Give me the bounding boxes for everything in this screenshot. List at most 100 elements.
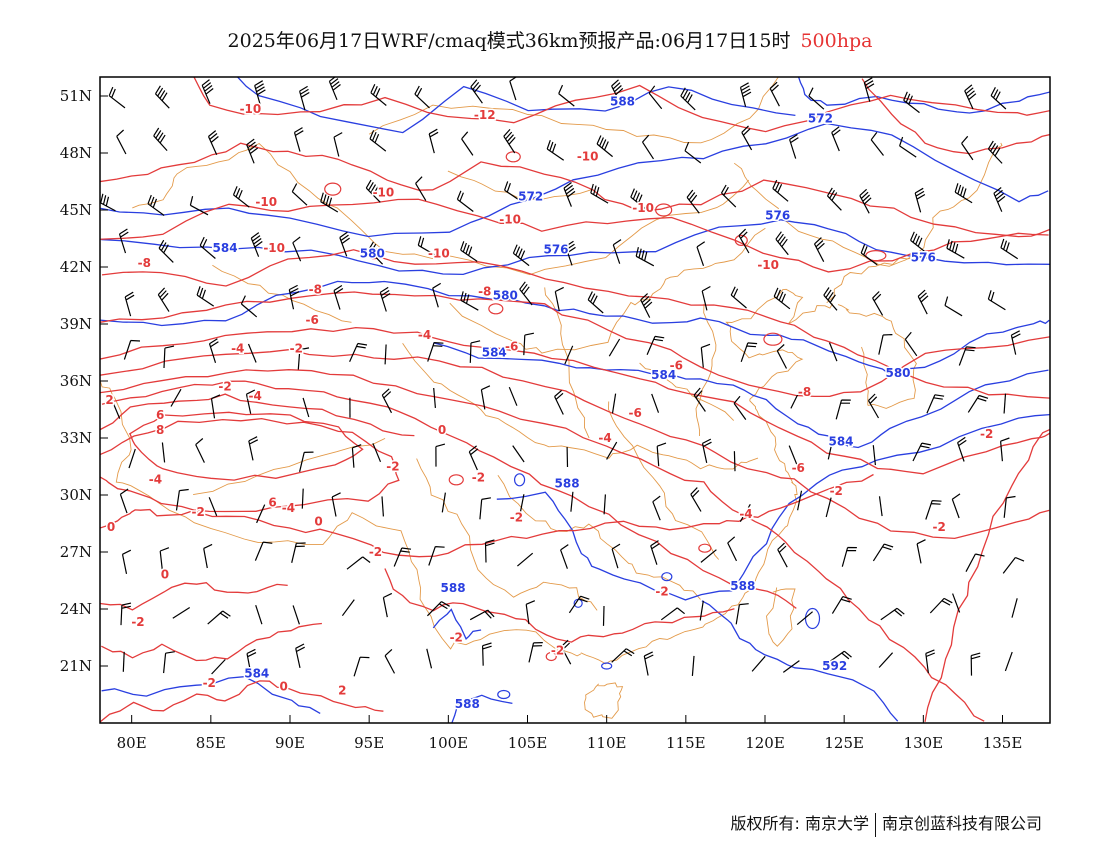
border-line	[416, 458, 598, 611]
wind-barb	[831, 596, 852, 614]
wind-barb	[108, 86, 126, 109]
wind-barb	[384, 648, 396, 674]
wind-barb	[641, 134, 655, 160]
wind-barb	[435, 443, 446, 467]
wind-barb	[773, 287, 791, 310]
temperature-contour	[924, 428, 1050, 723]
wind-barb	[147, 194, 165, 216]
temperature-label: -4	[248, 389, 261, 403]
footer-credit: 版权所有: 南京大学 南京创蓝科技有限公司	[731, 810, 1042, 837]
wind-barb	[232, 186, 250, 208]
wind-barb	[175, 488, 189, 511]
lon-axis: 80E 85E 90E 95E 100E 105E 110E 115E 120E 125E 130E…	[117, 715, 1023, 752]
wind-barb	[640, 293, 653, 318]
wind-barb	[782, 660, 800, 673]
temperature-label: -2	[203, 676, 216, 690]
wind-barb	[828, 342, 838, 362]
wind-barb	[775, 231, 789, 256]
temperature-label: 0	[438, 423, 446, 437]
wind-barb	[967, 394, 989, 413]
wind-barb	[339, 231, 350, 257]
wind-barb	[796, 611, 813, 626]
wind-barb	[427, 342, 444, 362]
wind-barb	[210, 394, 221, 419]
height-contour	[496, 413, 1050, 601]
wind-barb	[926, 394, 945, 414]
temperature-contour	[101, 622, 322, 662]
temperature-contour	[100, 369, 985, 722]
wind-barb	[776, 344, 788, 369]
temperature-label: -2	[450, 630, 463, 644]
wind-barb	[587, 291, 604, 314]
wind-barb	[910, 231, 927, 254]
wind-barb	[701, 285, 711, 311]
wind-barb	[207, 130, 219, 156]
wind-barb	[469, 609, 495, 621]
wind-barb	[254, 541, 273, 561]
wind-barb	[128, 448, 136, 469]
temperature-label: -6	[305, 313, 318, 327]
height-contour	[797, 77, 1050, 114]
wind-barb	[831, 126, 841, 152]
temperature-contour-loop	[488, 303, 504, 315]
wind-barb	[958, 346, 976, 366]
temperature-contour-loop	[655, 203, 673, 217]
wind-barb	[353, 656, 370, 677]
temperature-contour	[128, 411, 364, 481]
temperature-contour	[100, 680, 384, 723]
temperature-label: -10	[577, 150, 599, 164]
lon-tick-label: 135E	[983, 734, 1023, 752]
wind-barb	[899, 136, 917, 158]
border-line	[826, 253, 933, 304]
height-label: 584	[828, 435, 853, 449]
wind-barb	[468, 445, 479, 471]
wind-barb	[1010, 330, 1021, 355]
wind-barb	[563, 182, 576, 207]
wind-barb	[256, 504, 266, 524]
wind-barb	[123, 339, 141, 360]
wind-barb	[944, 296, 963, 317]
temperature-label: -12	[474, 108, 496, 122]
wind-barb	[211, 659, 226, 675]
border-line	[193, 437, 386, 496]
wind-barb	[946, 239, 965, 259]
wind-barb	[827, 439, 834, 460]
temperature-label: -10	[255, 195, 277, 209]
lat-axis: 51N 48N 45N 42N 39N 36N 33N 30N 27N 24N 21N	[60, 87, 108, 675]
wind-barb	[740, 342, 758, 362]
height-labels: 588 572 572 576 576 584 580 580 576 584 584 580 584 5…	[211, 93, 937, 712]
wind-barb	[384, 344, 387, 365]
wind-barb	[825, 497, 832, 518]
temperature-contour-loop	[545, 651, 557, 662]
wind-barb	[508, 386, 518, 406]
wind-barb	[1002, 556, 1025, 574]
wind-barb	[558, 84, 575, 107]
temperature-contour-loop	[763, 332, 783, 346]
wind-barb	[295, 643, 305, 669]
border-line	[766, 587, 796, 647]
wind-barb	[813, 237, 825, 262]
wind-barb	[469, 340, 481, 363]
wind-barb	[903, 91, 920, 114]
temperature-label: -6	[792, 461, 805, 475]
temperature-label: -6	[670, 359, 683, 373]
country-borders	[100, 77, 1003, 719]
wind-barb	[331, 492, 341, 517]
lat-tick-label: 36N	[60, 372, 92, 390]
wind-barb	[292, 236, 302, 262]
wind-barb	[646, 335, 665, 355]
wind-barb	[517, 552, 534, 567]
wind-barb	[250, 232, 263, 257]
temperature-label: -6	[628, 406, 641, 420]
lat-tick-label: 33N	[60, 429, 92, 447]
wind-barb	[690, 487, 702, 512]
wind-barb	[872, 445, 876, 466]
wind-barb	[693, 387, 706, 412]
temperature-label: 0	[279, 680, 287, 694]
wind-barb	[772, 179, 789, 202]
wind-barb	[1004, 651, 1013, 672]
temperature-contour	[100, 582, 288, 611]
border-line	[447, 170, 592, 200]
wind-barb	[929, 597, 953, 614]
